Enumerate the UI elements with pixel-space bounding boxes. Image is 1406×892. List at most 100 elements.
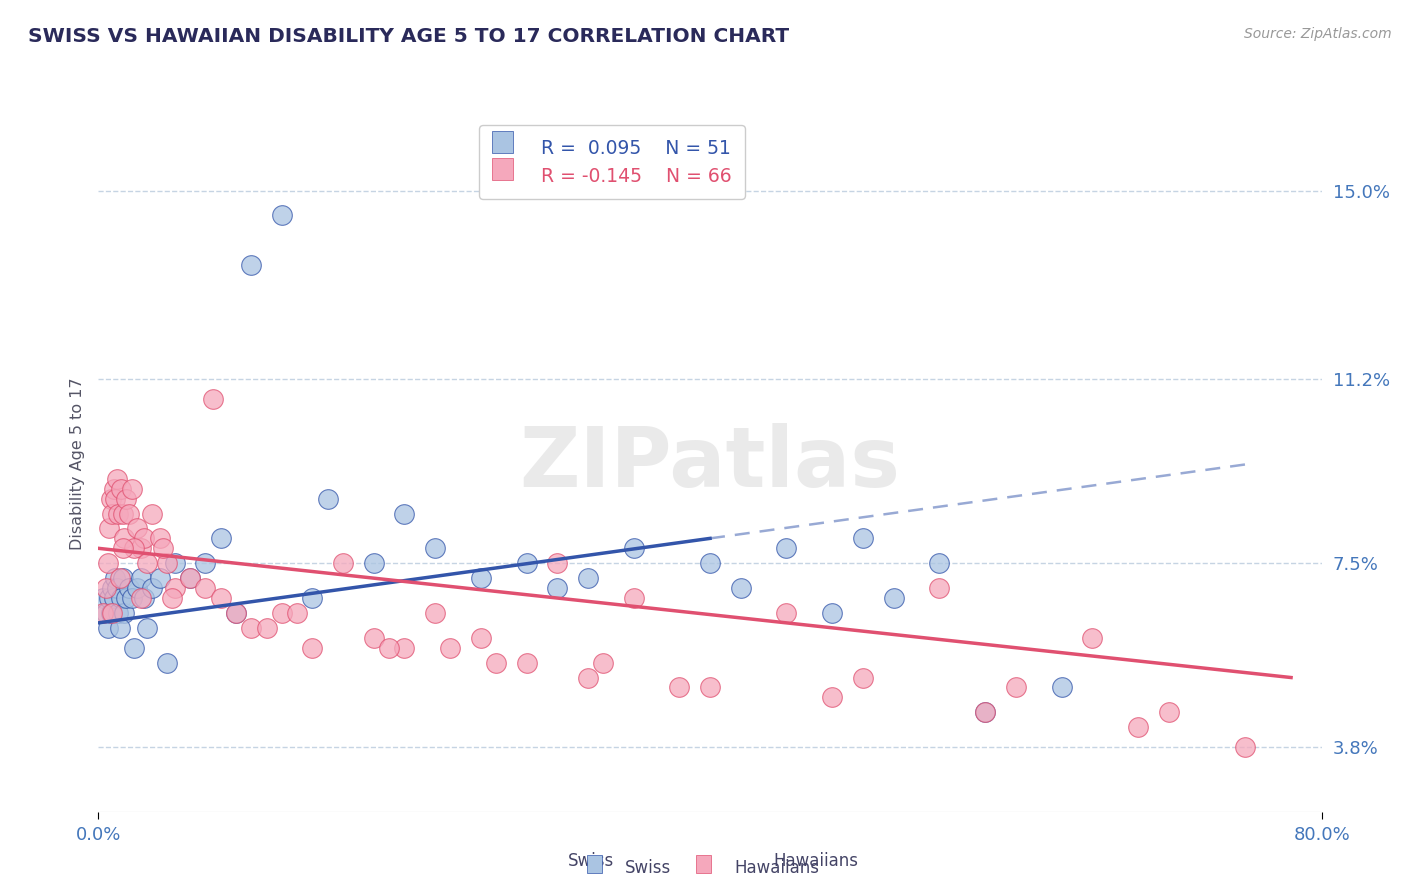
Point (592, 656, 614, 670)
Point (149, 532, 172, 546)
Point (301, 640, 323, 655)
Point (225, 606, 247, 620)
Point (104, 571, 127, 585)
Point (179, 571, 201, 585)
Point (97, 556, 120, 570)
Point (91, 606, 114, 620)
Point (240, 258, 263, 272)
Point (270, 606, 294, 620)
Point (546, 581, 568, 595)
Legend: R =  0.095    N = 51, R = -0.145    N = 66: R = 0.095 N = 51, R = -0.145 N = 66 (479, 126, 745, 199)
Point (225, 606, 247, 620)
Point (110, 482, 132, 496)
Point (821, 690, 844, 705)
Point (149, 571, 172, 585)
Text: SWISS VS HAWAIIAN DISABILITY AGE 5 TO 17 CORRELATION CHART: SWISS VS HAWAIIAN DISABILITY AGE 5 TO 17… (28, 27, 789, 45)
Point (179, 571, 201, 585)
Point (141, 507, 163, 521)
Point (94, 606, 117, 620)
Point (516, 656, 538, 670)
Point (392, 507, 416, 521)
Point (101, 606, 124, 620)
Point (103, 482, 125, 496)
Point (423, 541, 446, 556)
Point (256, 621, 278, 635)
Point (129, 541, 152, 556)
Point (392, 640, 416, 655)
Point (129, 571, 152, 585)
Point (852, 532, 875, 546)
Point (194, 581, 217, 595)
Point (156, 656, 179, 670)
Text: Hawaiians: Hawaiians (773, 852, 858, 870)
Point (974, 706, 997, 720)
Y-axis label: Disability Age 5 to 17: Disability Age 5 to 17 (69, 377, 84, 550)
Point (91, 591, 114, 605)
Point (852, 671, 875, 685)
Point (699, 681, 721, 695)
Point (105, 472, 128, 486)
Text: Source: ZipAtlas.com: Source: ZipAtlas.com (1244, 27, 1392, 41)
Point (98, 521, 121, 535)
Point (104, 491, 127, 506)
Point (122, 640, 145, 655)
Point (108, 621, 131, 635)
Point (209, 532, 232, 546)
Point (141, 581, 163, 595)
Point (1081, 631, 1104, 645)
Point (118, 507, 141, 521)
Point (100, 491, 122, 506)
Point (136, 556, 159, 570)
Point (111, 541, 134, 556)
Point (363, 631, 385, 645)
Point (122, 541, 145, 556)
Point (775, 606, 797, 620)
Point (423, 606, 446, 620)
Point (194, 556, 217, 570)
Point (103, 591, 125, 605)
Point (516, 556, 538, 570)
Point (1050, 681, 1073, 695)
Point (240, 621, 263, 635)
Point (107, 507, 129, 521)
Point (974, 706, 997, 720)
Point (125, 521, 148, 535)
Point (129, 591, 152, 605)
Point (100, 606, 122, 620)
Point (98, 591, 121, 605)
Point (111, 507, 134, 521)
Point (928, 581, 950, 595)
Point (821, 606, 844, 620)
Point (163, 556, 186, 570)
Point (363, 556, 385, 570)
Point (576, 671, 599, 685)
Point (152, 541, 174, 556)
Point (121, 482, 143, 496)
Point (439, 640, 461, 655)
Point (101, 507, 124, 521)
Text: Swiss: Swiss (568, 852, 613, 870)
Point (546, 556, 568, 570)
Point (118, 581, 141, 595)
Point (134, 532, 156, 546)
Point (270, 208, 294, 222)
Point (97, 621, 120, 635)
Point (699, 556, 721, 570)
Point (94, 581, 117, 595)
Point (112, 532, 135, 546)
Point (301, 591, 323, 605)
Point (107, 606, 129, 620)
Point (105, 581, 128, 595)
Point (623, 541, 645, 556)
Point (1234, 740, 1257, 755)
Point (1004, 681, 1026, 695)
Point (136, 621, 159, 635)
Point (115, 591, 138, 605)
Point (209, 591, 232, 605)
Point (163, 581, 186, 595)
Point (112, 606, 135, 620)
Point (115, 491, 138, 506)
Point (285, 606, 308, 620)
Point (156, 556, 179, 570)
Legend: Swiss, Hawaiians: Swiss, Hawaiians (579, 853, 827, 884)
